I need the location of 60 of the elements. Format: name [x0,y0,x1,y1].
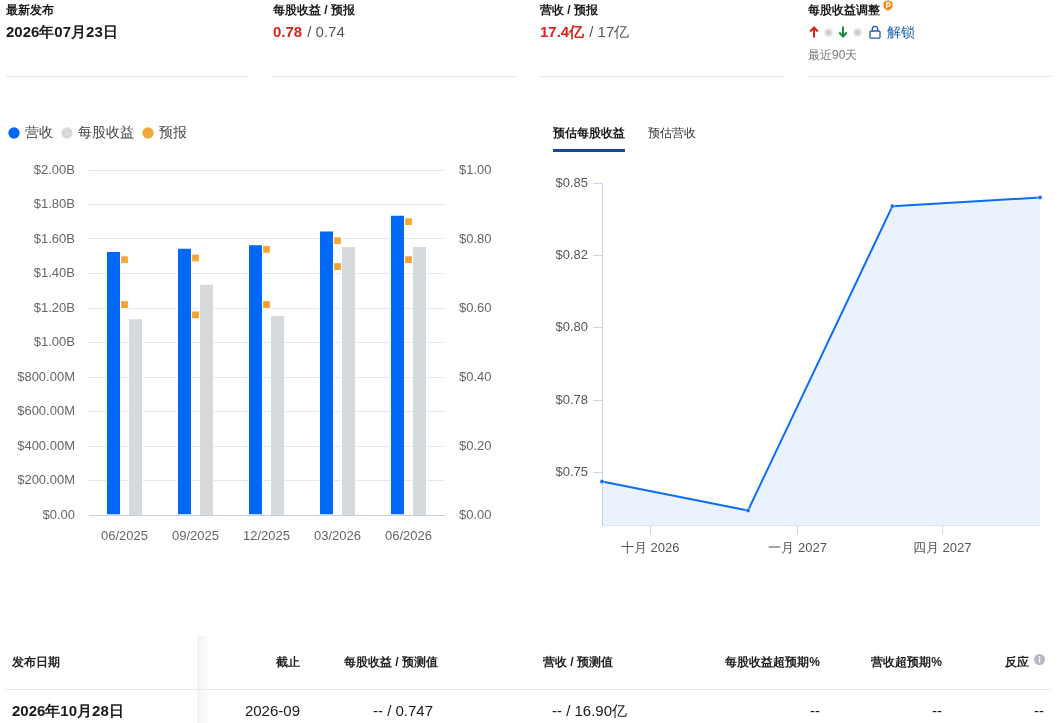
text: 每股收益超预期% [725,654,820,670]
text: 0.78 [273,23,303,41]
text: 每股收益 / 预报 [273,2,356,19]
text: / 0.74 [307,23,345,41]
legend-label: 每股收益 [78,123,134,140]
y-tick-label: $1.80B [33,196,75,212]
y-tick-label: $0.78 [555,391,588,407]
text: 17.4亿 [540,23,585,41]
text: 每股收益调整 [808,2,880,19]
chart-title: 预估每股收益 [553,125,625,141]
text: 2026年10月28日 [12,701,124,721]
text: 最近90天 [808,47,858,64]
text: 2026年07月23日 [6,23,118,41]
text: 最新发布 [6,2,54,19]
text: -- / 16.90亿 [551,701,627,721]
text: 每股收益 / 预测值 [343,654,438,670]
y2-tick-label: $0.40 [459,368,492,384]
x-tick-label: 12/2025 [243,528,290,544]
text: 营收 / 预报 [540,2,599,19]
x-tick-label: 四月 2027 [912,540,972,556]
y-tick-label: $1.00B [33,334,75,350]
x-tick-label: 06/2025 [101,528,148,544]
y2-tick-label: $0.00 [459,506,492,522]
x-tick-label: 09/2025 [172,528,219,544]
text: / 17亿 [589,23,630,41]
y-tick-label: $1.20B [33,299,75,315]
text: -- / 0.747 [372,701,433,721]
y2-tick-label: $1.00 [459,161,492,177]
y-tick-label: $200.00M [17,472,75,488]
y-tick-label: $600.00M [17,403,75,419]
text: 2026-09 [244,701,300,721]
y-tick-label: $0.82 [555,247,588,263]
text: -- [810,701,820,721]
x-tick-label: 一月 2027 [768,540,828,556]
x-tick-label: 十月 2026 [620,540,680,556]
y-tick-label: $0.80 [555,319,588,335]
y2-tick-label: $0.80 [459,230,492,246]
text: -- [1034,701,1044,721]
y-tick-label: $2.00B [33,161,75,177]
x-tick-label: 03/2026 [314,528,361,544]
legend-label: 预报 [159,123,187,140]
y2-tick-label: $0.20 [459,437,492,453]
y-tick-label: $1.40B [33,265,75,281]
legend-label: 营收 [25,123,53,140]
x-tick-label: 06/2026 [385,528,432,544]
y2-tick-label: $0.60 [459,299,492,315]
text: 预估营收 [648,125,696,141]
text: 发布日期 [12,654,60,670]
y-tick-label: $0.00 [42,506,75,522]
y-tick-label: $1.60B [33,230,75,246]
text: 营收 / 预测值 [542,654,613,670]
text: 营收超预期% [871,654,942,670]
y-tick-label: $0.75 [555,464,588,480]
y-tick-label: $400.00M [17,437,75,453]
text: 截止 [276,654,300,670]
y-tick-label: $800.00M [17,368,75,384]
text: 反应 [1005,654,1029,670]
text: 解锁 [887,23,915,41]
y-tick-label: $0.85 [555,174,588,190]
text: -- [932,701,942,721]
